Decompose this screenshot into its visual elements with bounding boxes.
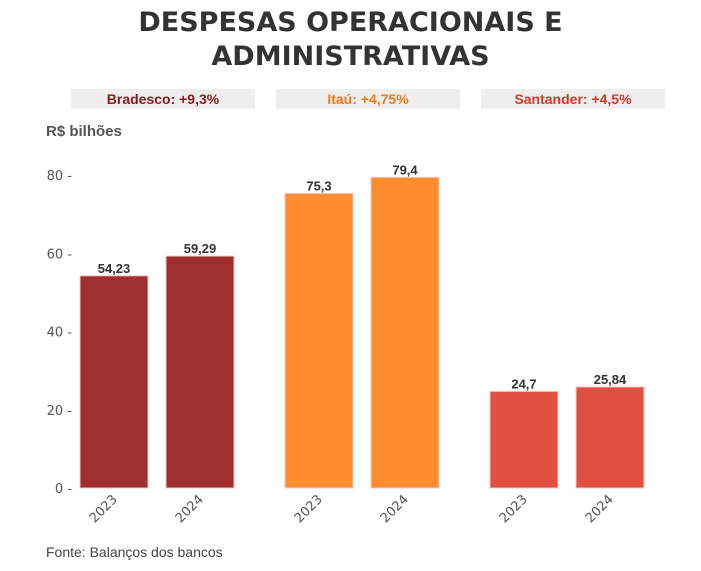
value-label-itau-2024: 79,4 (392, 162, 418, 177)
santander-change-badge: Santander: +4,5% (481, 89, 665, 109)
bar-santander-2024 (575, 386, 645, 489)
bar-santander-2023 (489, 390, 559, 489)
value-label-bradesco-2023: 54,23 (98, 261, 131, 276)
chart-title: DESPESAS OPERACIONAIS E ADMINISTRATIVAS (0, 6, 701, 74)
value-label-santander-2024: 25,84 (594, 372, 627, 387)
chart-title-line-1: DESPESAS OPERACIONAIS E (138, 7, 563, 38)
y-axis-unit-label: R$ bilhões (46, 123, 122, 140)
bar-itau-2023 (284, 192, 354, 489)
value-label-itau-2023: 75,3 (306, 178, 331, 193)
x-tick-label: 2023 (292, 492, 326, 526)
y-tick-label: 40 - (47, 326, 73, 341)
y-tick-label: 20 - (47, 404, 73, 419)
y-tick-label: 0 - (55, 482, 72, 497)
bar-bradesco-2023 (79, 275, 149, 489)
itau-change-badge: Itaú: +4,75% (276, 89, 460, 109)
bradesco-change-badge: Bradesco: +9,3% (71, 89, 255, 109)
x-tick-label: 2024 (378, 492, 412, 526)
y-tick-label: 80 - (47, 169, 73, 184)
value-label-santander-2023: 24,7 (511, 376, 536, 391)
bar-itau-2024 (370, 176, 440, 489)
x-tick-label: 2023 (87, 492, 121, 526)
source-note: Fonte: Balanços dos bancos (46, 544, 223, 560)
bar-bradesco-2024 (165, 255, 235, 489)
x-tick-label: 2024 (583, 492, 617, 526)
x-tick-label: 2024 (173, 492, 207, 526)
value-label-bradesco-2024: 59,29 (184, 241, 217, 256)
y-tick-label: 60 - (47, 247, 73, 262)
x-tick-label: 2023 (497, 492, 531, 526)
chart-title-line-2: ADMINISTRATIVAS (211, 41, 490, 72)
